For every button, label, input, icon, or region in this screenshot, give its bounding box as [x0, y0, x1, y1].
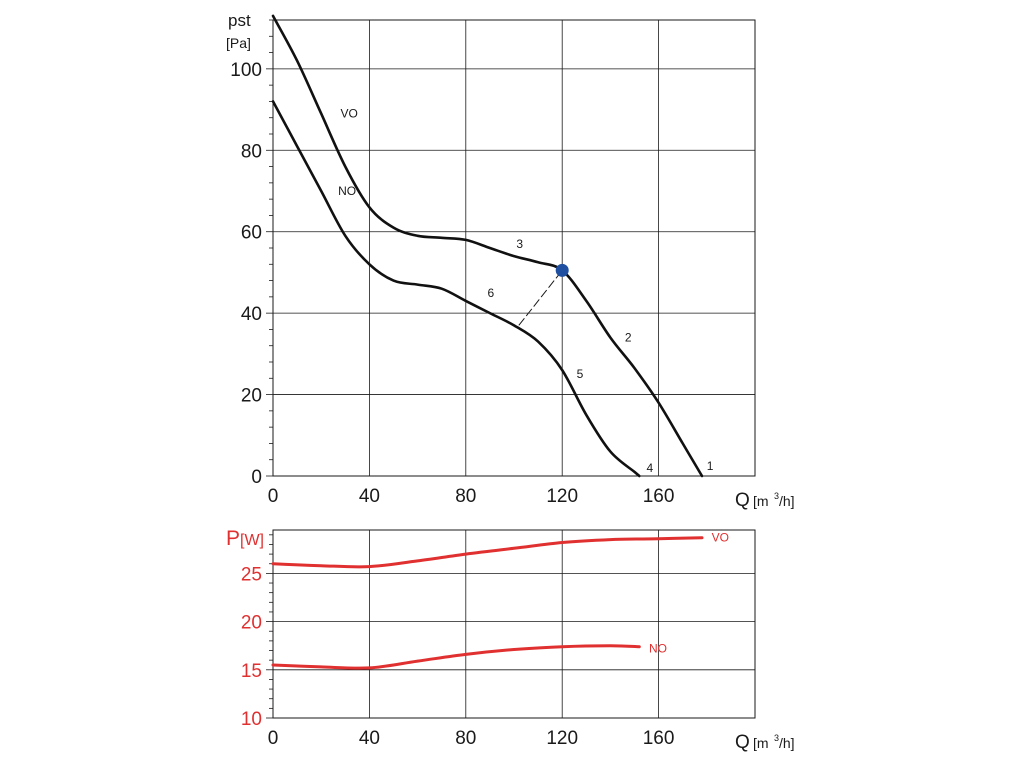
- x-axis-unit-end: /h]: [779, 735, 795, 751]
- curve-label: 1: [707, 459, 714, 473]
- y-tick-label: 40: [241, 304, 262, 325]
- y-tick-label: 100: [230, 60, 262, 81]
- x-axis-unit: [m: [753, 735, 769, 751]
- x-tick-label: 120: [546, 728, 578, 749]
- y-axis-label: P: [226, 527, 240, 550]
- power-chart: 0 40 80 120 160 10 15 20 25P [W] Q [m 3/h] VO NO: [226, 527, 795, 753]
- y-axis-unit: [W]: [240, 532, 264, 549]
- y-axis-unit: [Pa]: [226, 35, 251, 51]
- y-tick-label: 0: [251, 467, 262, 488]
- y-tick-label: 60: [241, 223, 262, 244]
- y-tick-label: 80: [241, 141, 262, 162]
- y-tick-label: 20: [241, 386, 262, 407]
- operating-point-marker: [555, 263, 569, 277]
- x-tick-label: 160: [643, 728, 675, 749]
- series-line-vo: [271, 536, 704, 569]
- x-tick-label: 40: [359, 728, 380, 749]
- x-tick-label: 0: [268, 728, 279, 749]
- y-tick-label: 20: [241, 613, 262, 634]
- curve-label: VO: [712, 531, 729, 545]
- x-axis-unit-superscript: 3: [774, 491, 779, 501]
- curve-label: 2: [625, 331, 632, 345]
- curve-label: 3: [516, 237, 523, 251]
- x-tick-label: 0: [268, 486, 279, 507]
- plot-frame: [272, 529, 756, 719]
- x-tick-label: 40: [359, 486, 380, 507]
- y-tick-label: 25: [241, 564, 262, 585]
- series-line-no: [271, 644, 641, 670]
- curve-label: 5: [577, 367, 584, 381]
- x-tick-label: 80: [455, 486, 476, 507]
- curve-label: NO: [649, 642, 667, 656]
- x-tick-label: 160: [643, 486, 675, 507]
- x-axis-unit-end: /h]: [779, 493, 795, 509]
- curve-label: 4: [647, 461, 654, 475]
- series-line-no: [271, 100, 641, 478]
- plot-frame: [272, 19, 756, 477]
- curve-label: VO: [340, 107, 357, 121]
- y-tick-label: 10: [241, 709, 262, 730]
- operating-link-dashed: [518, 270, 563, 326]
- x-tick-label: 80: [455, 728, 476, 749]
- y-tick-label: 15: [241, 661, 262, 682]
- x-axis-label: Q: [735, 490, 750, 511]
- y-axis-label: pst: [228, 11, 251, 30]
- pressure-chart: 0 40 80 120 160 0 20 40 60 80 100 pst [Pa] Q [m 3/h] VO N…: [226, 11, 795, 511]
- x-axis-label: Q: [735, 732, 750, 753]
- x-axis-unit-superscript: 3: [774, 733, 779, 743]
- x-tick-label: 120: [546, 486, 578, 507]
- x-axis-unit: [m: [753, 493, 769, 509]
- curve-label: NO: [338, 184, 356, 198]
- series-line-vo: [271, 14, 704, 478]
- curve-label: 6: [487, 286, 494, 300]
